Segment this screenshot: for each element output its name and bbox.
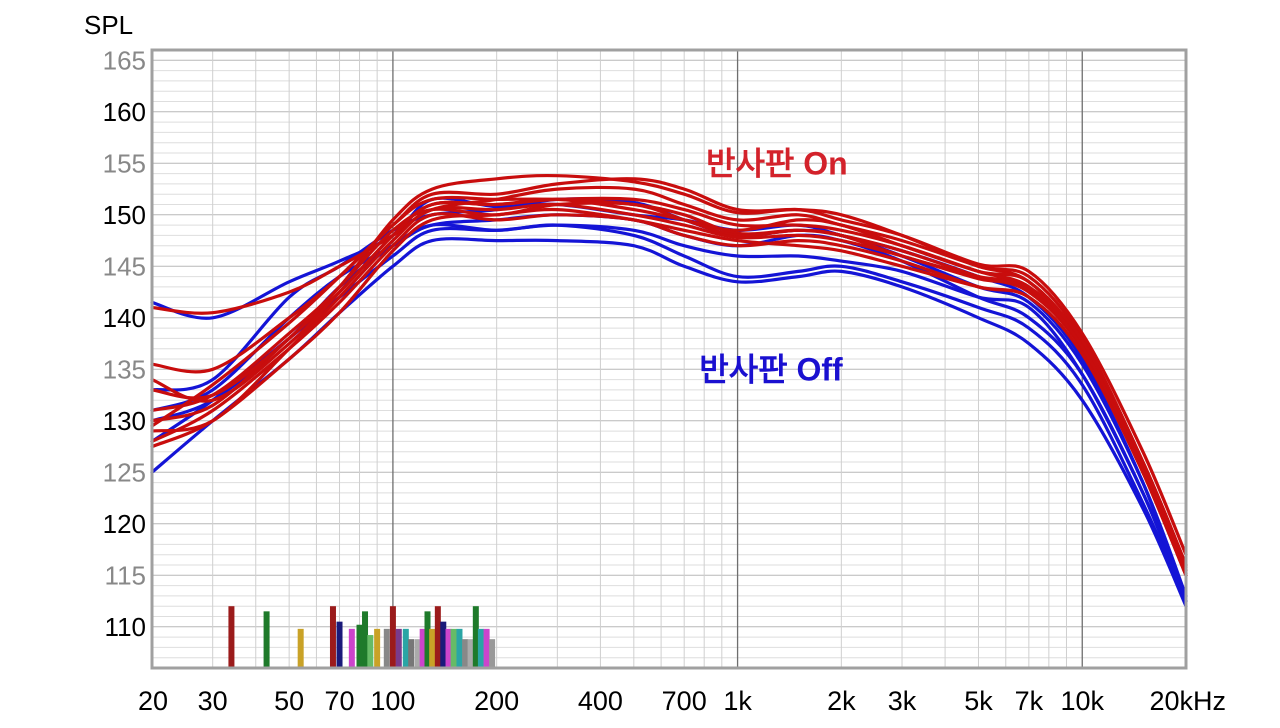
marker-bar [228, 606, 235, 668]
x-tick-label: 70 [324, 686, 354, 716]
marker-bar [440, 621, 447, 668]
marker-bar [336, 621, 343, 668]
marker-bar [389, 606, 396, 668]
annotation-label-1: 반사판 Off [699, 351, 843, 387]
marker-bar [395, 628, 402, 668]
y-tick-label: 135 [103, 354, 146, 384]
marker-bar [489, 639, 496, 668]
y-tick-label: 130 [103, 406, 146, 436]
y-tick-label: 110 [105, 612, 146, 642]
marker-bar [419, 628, 426, 668]
annotation-label-0: 반사판 On [706, 145, 848, 181]
x-tick-label: 2k [827, 686, 856, 716]
marker-bar [348, 628, 355, 668]
x-tick-label: 30 [198, 686, 228, 716]
x-tick-label: 100 [370, 686, 415, 716]
marker-bar [297, 628, 304, 668]
marker-bar [462, 639, 469, 668]
marker-bar [329, 606, 336, 668]
marker-bar [434, 606, 441, 668]
marker-bar [367, 635, 374, 668]
marker-bar [445, 628, 452, 668]
x-tick-label: 200 [474, 686, 519, 716]
series-line-on-7 [150, 177, 1188, 567]
marker-bar [429, 628, 436, 668]
y-tick-label: 155 [103, 148, 146, 178]
marker-bar [467, 639, 474, 668]
x-tick-label: 700 [662, 686, 707, 716]
series-line-on-14 [150, 202, 1188, 575]
series-group-on [150, 173, 1188, 577]
series-line-on-10 [150, 195, 1188, 572]
series-line-on-15 [150, 196, 1188, 569]
x-tick-label: 50 [274, 686, 304, 716]
marker-bar [472, 606, 479, 668]
x-tick-label: 20 [138, 686, 168, 716]
marker-bar [356, 624, 363, 668]
marker-bar [263, 611, 270, 668]
y-tick-label: 165 [103, 45, 146, 75]
marker-bar [477, 628, 484, 668]
y-tick-label: 145 [103, 251, 146, 281]
plot-frame [150, 48, 1188, 670]
series-line-on-12 [150, 207, 1188, 577]
x-axis-tick-labels: 20 30 50 70 100 200 400 700 1k 2k 3k 5k 7k 10k 20kHz [138, 686, 1226, 716]
marker-bar [483, 628, 490, 668]
marker-bar [383, 628, 390, 668]
marker-bar [450, 628, 457, 668]
x-tick-label: 5k [964, 686, 993, 716]
y-axis-label: SPL [84, 10, 133, 40]
series-line-on-11 [150, 212, 1188, 577]
y-tick-label: 115 [105, 560, 146, 590]
x-tick-label: 20kHz [1149, 686, 1226, 716]
marker-bar [456, 628, 463, 668]
grid [152, 50, 1186, 668]
y-axis-tick-labels: 165 160 155 150 145 140 135 130 125 120 115 110 [103, 45, 146, 642]
marker-bar [374, 628, 381, 668]
y-tick-label: 140 [103, 303, 146, 333]
x-tick-label: 400 [578, 686, 623, 716]
series-group-off [150, 196, 1188, 608]
marker-bar [424, 611, 431, 668]
y-tick-label: 150 [103, 200, 146, 230]
marker-bar [408, 639, 415, 668]
x-tick-label: 7k [1015, 686, 1044, 716]
marker-bar [414, 639, 421, 668]
series-line-on-9 [150, 197, 1188, 567]
annotations: 반사판 On 반사판 Off [699, 145, 847, 387]
series-line-on-8 [150, 173, 1188, 557]
x-tick-label: 10k [1060, 686, 1104, 716]
x-tick-label: 3k [888, 686, 917, 716]
marker-bar [402, 628, 409, 668]
x-tick-label: 1k [723, 686, 752, 716]
marker-bar [362, 611, 369, 668]
y-tick-label: 120 [103, 509, 146, 539]
y-tick-label: 160 [103, 97, 146, 127]
markers [228, 606, 496, 668]
y-tick-label: 125 [103, 457, 146, 487]
